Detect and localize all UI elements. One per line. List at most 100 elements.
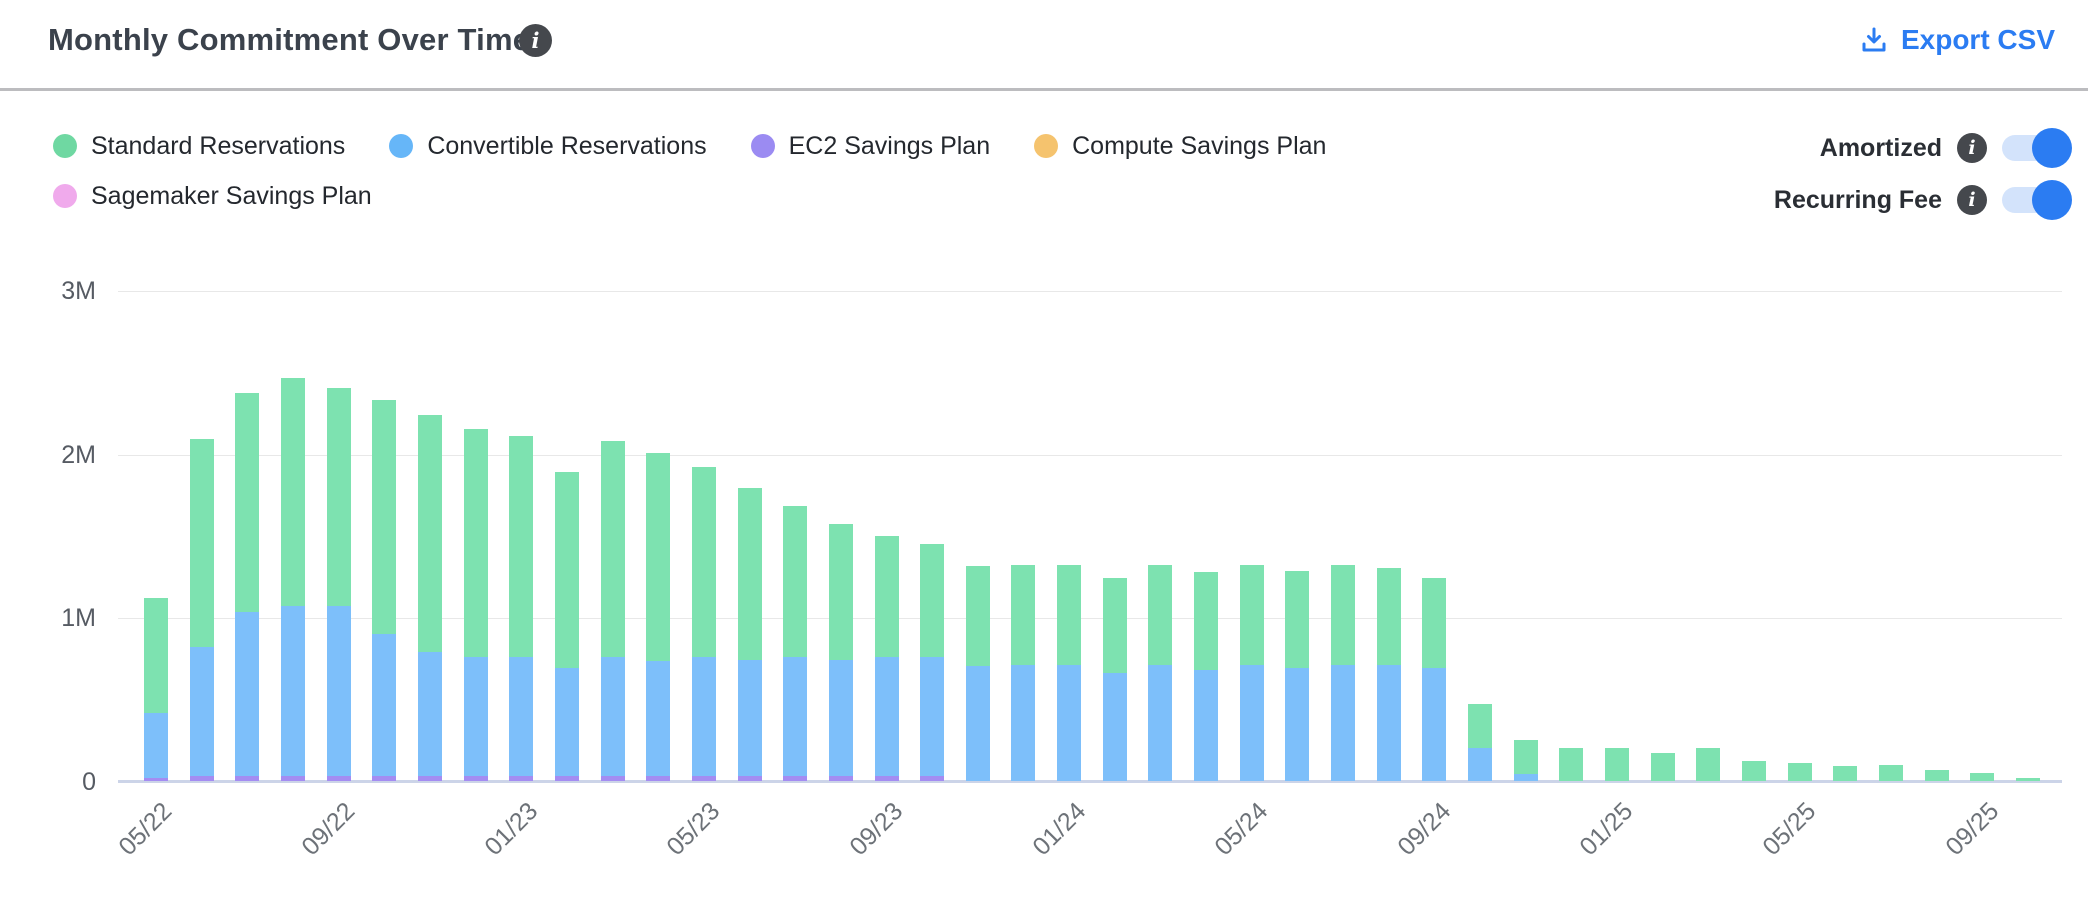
bar-01-25[interactable] [1605,748,1630,781]
bar-05-24[interactable] [1239,565,1264,781]
amortized-info-icon[interactable]: i [1957,133,1987,163]
segment-convertible-reservations [920,657,945,776]
segment-convertible-reservations [280,606,305,776]
bar-02-25[interactable] [1650,753,1675,781]
amortized-toggle[interactable] [2002,128,2072,168]
bar-06-25[interactable] [1833,766,1858,781]
amortized-label: Amortized [1819,133,1942,162]
segment-ec2-savings-plan [874,776,899,781]
x-axis-tick-01-25: 01/25 [1574,797,1639,862]
bar-12-22[interactable] [463,429,488,781]
segment-convertible-reservations [417,652,442,776]
segment-standard-reservations [1239,565,1264,665]
legend-label: Sagemaker Savings Plan [91,181,372,210]
segment-standard-reservations [874,536,899,657]
bar-07-25[interactable] [1878,765,1903,781]
sagemaker-savings-plan-dot-icon [53,184,77,208]
x-axis-tick-09-25: 09/25 [1940,797,2005,862]
bar-04-25[interactable] [1741,761,1766,781]
bar-12-23[interactable] [1011,565,1036,781]
bar-02-24[interactable] [1102,578,1127,781]
bar-09-25[interactable] [1970,773,1995,781]
segment-standard-reservations [1468,704,1493,748]
page-title: Monthly Commitment Over Time [48,22,531,57]
segment-convertible-reservations [1102,673,1127,781]
bar-07-22[interactable] [235,393,260,781]
x-axis-tick-05-25: 05/25 [1757,797,1822,862]
segment-standard-reservations [1011,565,1036,665]
legend-item-standard-reservations[interactable]: Standard Reservations [53,130,345,162]
bar-07-24[interactable] [1331,565,1356,781]
bar-08-25[interactable] [1924,770,1949,781]
bar-10-24[interactable] [1468,704,1493,781]
segment-standard-reservations [554,472,579,668]
title-info-icon[interactable]: i [519,24,552,57]
segment-convertible-reservations [600,657,625,776]
legend-item-compute-savings-plan[interactable]: Compute Savings Plan [1034,130,1326,162]
bar-06-22[interactable] [189,439,214,781]
segment-convertible-reservations [1239,665,1264,781]
segment-standard-reservations [144,598,168,713]
recurring-fee-toggle[interactable] [2002,180,2072,220]
segment-convertible-reservations [737,660,762,776]
bar-04-23[interactable] [646,453,671,781]
segment-standard-reservations [920,544,945,657]
bar-05-25[interactable] [1787,763,1812,781]
bar-11-23[interactable] [965,566,990,781]
segment-convertible-reservations [1011,665,1036,781]
bar-10-23[interactable] [920,544,945,781]
bar-01-23[interactable] [509,436,534,781]
segment-convertible-reservations [1513,774,1538,781]
bar-11-24[interactable] [1513,740,1538,781]
segment-ec2-savings-plan [280,776,305,781]
bar-03-25[interactable] [1696,748,1721,781]
bar-05-23[interactable] [691,467,716,781]
legend-label: EC2 Savings Plan [788,131,991,160]
segment-standard-reservations [1741,761,1766,781]
segment-standard-reservations [737,488,762,660]
export-csv-button[interactable]: Export CSV [1859,24,2055,56]
legend-item-ec2-savings-plan[interactable]: EC2 Savings Plan [750,130,991,162]
segment-standard-reservations [1650,753,1675,781]
segment-standard-reservations [828,524,853,660]
segment-standard-reservations [1422,578,1447,668]
bar-09-23[interactable] [874,536,899,781]
segment-ec2-savings-plan [600,776,625,781]
segment-ec2-savings-plan [509,776,534,781]
bar-12-24[interactable] [1559,748,1584,781]
bar-06-24[interactable] [1285,571,1310,781]
recurring-fee-info-icon[interactable]: i [1957,185,1987,215]
y-axis-tick-0: 0 [82,768,96,796]
bar-01-24[interactable] [1057,565,1082,781]
chart-legend: Standard Reservations Convertible Reserv… [53,130,1613,212]
bar-03-23[interactable] [600,441,625,781]
segment-convertible-reservations [1194,670,1219,781]
segment-ec2-savings-plan [554,776,579,781]
bar-08-22[interactable] [280,378,305,781]
bar-10-25[interactable] [2015,778,2040,781]
gridline-1M [118,618,2062,620]
segment-standard-reservations [1331,565,1356,665]
bar-09-24[interactable] [1422,578,1447,781]
segment-ec2-savings-plan [691,776,716,781]
segment-standard-reservations [189,439,214,647]
segment-ec2-savings-plan [417,776,442,781]
bar-04-24[interactable] [1194,572,1219,781]
bar-10-22[interactable] [372,400,397,781]
bar-03-24[interactable] [1148,565,1173,781]
bar-05-22[interactable] [144,598,168,781]
bar-11-22[interactable] [417,415,442,781]
bar-08-24[interactable] [1376,568,1401,781]
bar-09-22[interactable] [326,388,351,781]
bar-07-23[interactable] [783,506,808,781]
segment-convertible-reservations [874,657,899,776]
bar-06-23[interactable] [737,488,762,781]
bar-08-23[interactable] [828,524,853,781]
segment-standard-reservations [691,467,716,657]
bar-02-23[interactable] [554,472,579,781]
segment-convertible-reservations [554,668,579,776]
segment-convertible-reservations [235,612,260,776]
legend-item-sagemaker-savings-plan[interactable]: Sagemaker Savings Plan [53,180,372,212]
legend-item-convertible-reservations[interactable]: Convertible Reservations [389,130,707,162]
segment-convertible-reservations [1285,668,1310,781]
